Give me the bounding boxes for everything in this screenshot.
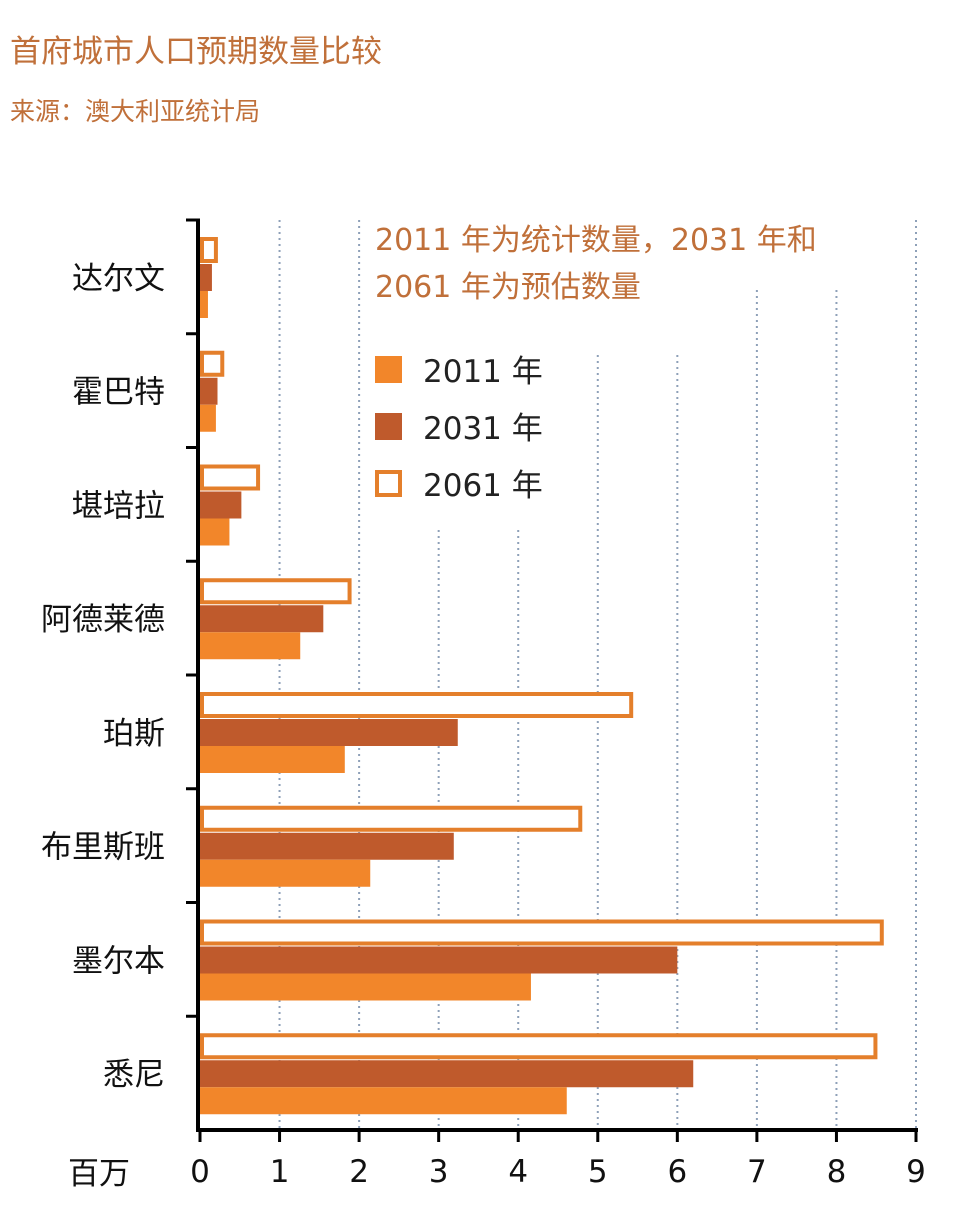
legend-label: 2061 年 [423, 468, 543, 504]
legend-swatch [375, 470, 402, 497]
annotation-line: 2011 年为统计数量，2031 年和 [375, 223, 817, 258]
bar-2031 [200, 491, 242, 519]
bar-2031 [200, 605, 324, 633]
annotation-line: 2061 年为预估数量 [375, 270, 641, 305]
bar-2061 [200, 805, 583, 832]
bar-2061 [200, 919, 884, 946]
category-label: 霍巴特 [72, 375, 165, 411]
bar-2031 [200, 719, 458, 746]
x-axis-label: 百万 [68, 1156, 130, 1192]
bar-2061 [200, 464, 261, 491]
category-label: 悉尼 [103, 1057, 165, 1093]
bar-2011 [200, 1087, 567, 1115]
category-label: 珀斯 [103, 716, 165, 752]
x-tick-label: 3 [429, 1154, 449, 1190]
bar-2031 [200, 264, 212, 291]
bar-2011 [200, 291, 208, 318]
legend-label: 2031 年 [423, 411, 543, 447]
bar-2031 [200, 377, 218, 405]
legend-label: 2011 年 [423, 354, 543, 390]
x-tick-label: 6 [667, 1154, 687, 1190]
category-label: 堪培拉 [72, 488, 165, 524]
x-tick-label: 9 [906, 1154, 926, 1190]
legend-swatch [375, 356, 402, 383]
bar-2011 [200, 859, 371, 887]
category-label: 墨尔本 [72, 943, 165, 979]
chart-subtitle: 来源：澳大利亚统计局 [10, 97, 261, 126]
category-label: 阿德莱德 [41, 602, 165, 638]
bar-2031 [200, 946, 678, 974]
x-tick-label: 8 [827, 1154, 847, 1190]
legend-swatch [375, 413, 402, 440]
bar-2061 [200, 237, 218, 263]
bar-2031 [200, 832, 454, 860]
category-label: 达尔文 [72, 261, 165, 297]
x-tick-label: 0 [190, 1154, 210, 1190]
bar-2061 [200, 350, 225, 377]
bar-2061 [200, 692, 634, 718]
x-tick-label: 5 [588, 1154, 608, 1190]
bar-2061 [200, 1033, 878, 1060]
x-tick-label: 7 [747, 1154, 767, 1190]
bar-2011 [200, 973, 531, 1001]
x-tick-label: 2 [349, 1154, 369, 1190]
x-tick-label: 1 [270, 1154, 290, 1190]
bar-2011 [200, 632, 301, 660]
x-tick-label: 4 [508, 1154, 528, 1190]
bar-2061 [200, 578, 352, 605]
category-label: 布里斯班 [41, 830, 165, 866]
bar-2031 [200, 1060, 694, 1088]
bar-2011 [200, 746, 345, 773]
bar-2011 [200, 518, 230, 546]
bar-2011 [200, 404, 216, 432]
chart-title: 首府城市人口预期数量比较 [10, 34, 382, 70]
